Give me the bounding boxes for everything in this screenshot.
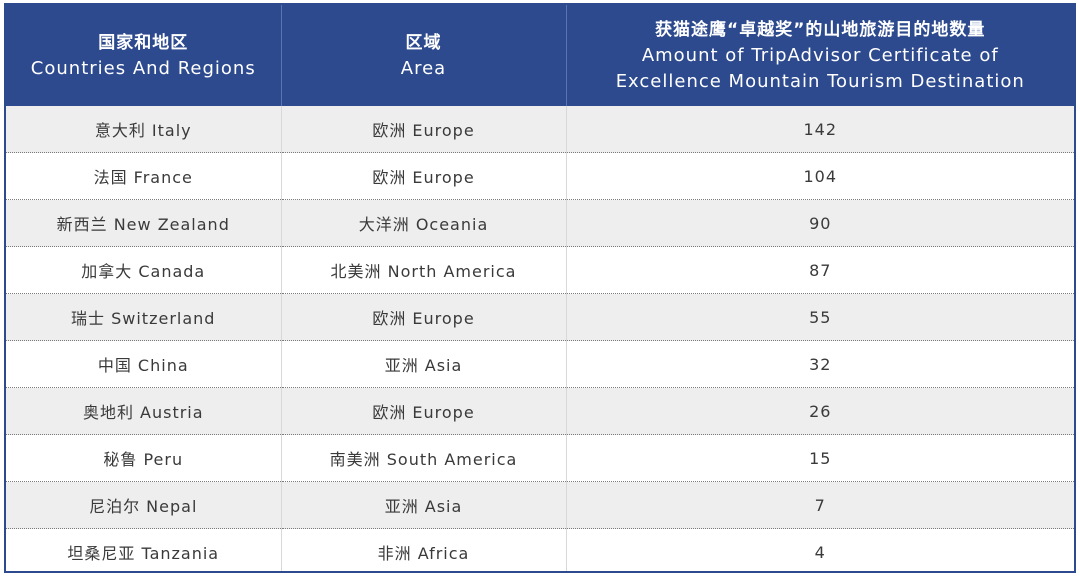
data-table-frame: 国家和地区 Countries And Regions 区域 Area 获猫途鹰… — [4, 3, 1076, 573]
header-area-en: Area — [400, 57, 447, 79]
area-cell: 亚洲 Asia — [281, 340, 567, 388]
count-cell: 87 — [566, 246, 1074, 294]
country-cell: 新西兰 New Zealand — [6, 199, 282, 247]
header-country: 国家和地区 Countries And Regions — [6, 5, 282, 106]
header-area: 区域 Area — [281, 5, 567, 106]
country-cell: 坦桑尼亚 Tanzania — [6, 528, 282, 571]
area-cell: 南美洲 South America — [281, 434, 567, 482]
country-cell: 瑞士 Switzerland — [6, 293, 282, 341]
table-row: 秘鲁 Peru 南美洲 South America 15 — [6, 434, 1074, 482]
table-row: 奥地利 Austria 欧洲 Europe 26 — [6, 387, 1074, 435]
count-cell: 4 — [566, 528, 1074, 571]
header-count-en-line2: Excellence Mountain Tourism Destination — [615, 70, 1025, 92]
country-cell: 尼泊尔 Nepal — [6, 481, 282, 529]
header-count-en: Amount of TripAdvisor Certificate of — [641, 44, 999, 66]
header-count-cn: 获猫途鹰“卓越奖”的山地旅游目的地数量 — [655, 19, 986, 40]
table-row: 新西兰 New Zealand 大洋洲 Oceania 90 — [6, 199, 1074, 247]
area-cell: 大洋洲 Oceania — [281, 199, 567, 247]
count-cell: 15 — [566, 434, 1074, 482]
area-cell: 北美洲 North America — [281, 246, 567, 294]
area-cell: 非洲 Africa — [281, 528, 567, 571]
country-cell: 奥地利 Austria — [6, 387, 282, 435]
country-cell: 中国 China — [6, 340, 282, 388]
table-body: 意大利 Italy 欧洲 Europe 142 法国 France 欧洲 Europe 1… — [6, 106, 1074, 571]
header-row: 国家和地区 Countries And Regions 区域 Area 获猫途鹰… — [6, 5, 1074, 106]
table-row: 意大利 Italy 欧洲 Europe 142 — [6, 106, 1074, 153]
table-row: 加拿大 Canada 北美洲 North America 87 — [6, 246, 1074, 294]
header-country-en: Countries And Regions — [30, 57, 256, 79]
table-row: 瑞士 Switzerland 欧洲 Europe 55 — [6, 293, 1074, 341]
area-cell: 亚洲 Asia — [281, 481, 567, 529]
table-row: 尼泊尔 Nepal 亚洲 Asia 7 — [6, 481, 1074, 529]
count-cell: 55 — [566, 293, 1074, 341]
area-cell: 欧洲 Europe — [281, 152, 567, 200]
count-cell: 26 — [566, 387, 1074, 435]
header-count: 获猫途鹰“卓越奖”的山地旅游目的地数量 Amount of TripAdviso… — [566, 5, 1074, 106]
area-cell: 欧洲 Europe — [281, 293, 567, 341]
table-header: 国家和地区 Countries And Regions 区域 Area 获猫途鹰… — [6, 5, 1074, 106]
count-cell: 90 — [566, 199, 1074, 247]
country-cell: 法国 France — [6, 152, 282, 200]
area-cell: 欧洲 Europe — [281, 106, 567, 153]
table-row: 中国 China 亚洲 Asia 32 — [6, 340, 1074, 388]
count-cell: 32 — [566, 340, 1074, 388]
count-cell: 142 — [566, 106, 1074, 153]
country-cell: 意大利 Italy — [6, 106, 282, 153]
table-row: 法国 France 欧洲 Europe 104 — [6, 152, 1074, 200]
country-cell: 加拿大 Canada — [6, 246, 282, 294]
header-area-cn: 区域 — [405, 32, 442, 53]
count-cell: 7 — [566, 481, 1074, 529]
area-cell: 欧洲 Europe — [281, 387, 567, 435]
destination-table: 国家和地区 Countries And Regions 区域 Area 获猫途鹰… — [6, 5, 1074, 571]
header-country-cn: 国家和地区 — [98, 32, 189, 53]
count-cell: 104 — [566, 152, 1074, 200]
country-cell: 秘鲁 Peru — [6, 434, 282, 482]
table-row: 坦桑尼亚 Tanzania 非洲 Africa 4 — [6, 528, 1074, 571]
